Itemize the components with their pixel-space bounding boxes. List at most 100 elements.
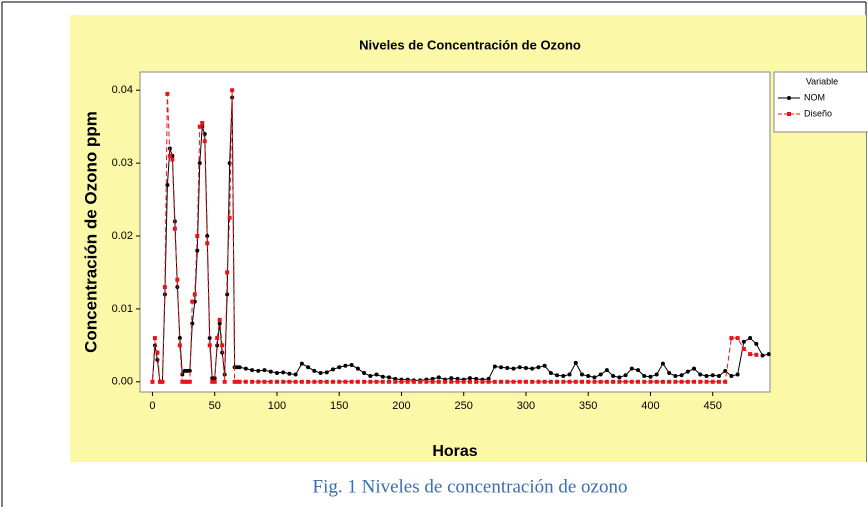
data-point (368, 379, 373, 384)
data-point (182, 379, 187, 384)
data-point (567, 379, 572, 384)
x-tick-label: 100 (268, 400, 286, 412)
data-point (511, 379, 516, 384)
y-tick-label: 0.02 (112, 230, 133, 242)
y-tick-label: 0.03 (112, 157, 133, 169)
data-point (324, 370, 329, 375)
data-point (604, 368, 609, 373)
data-point (467, 376, 472, 381)
data-point (517, 365, 522, 370)
data-point (355, 366, 360, 371)
x-tick-label: 300 (517, 400, 535, 412)
data-point (548, 371, 553, 376)
data-point (155, 350, 160, 355)
data-point (190, 299, 195, 304)
data-point (716, 373, 721, 378)
data-point (729, 336, 734, 341)
data-point (710, 373, 715, 378)
data-point (492, 364, 497, 369)
y-tick-label: 0.04 (112, 84, 133, 96)
legend-label: Diseño (804, 108, 832, 118)
data-point (227, 215, 232, 220)
data-point (330, 379, 335, 384)
data-point (217, 317, 222, 322)
data-point (172, 226, 177, 231)
data-point (617, 379, 622, 384)
data-point (157, 379, 162, 384)
data-point (461, 379, 466, 384)
data-point (673, 373, 678, 378)
data-point (287, 371, 292, 376)
data-point (230, 88, 235, 93)
data-point (741, 346, 746, 351)
data-point (177, 336, 182, 341)
data-point (492, 379, 497, 384)
data-point (324, 379, 329, 384)
x-tick-label: 150 (330, 400, 348, 412)
data-point (704, 373, 709, 378)
data-point (217, 321, 222, 326)
data-point (424, 379, 429, 384)
data-point (567, 372, 572, 377)
data-point (160, 379, 165, 384)
data-point (202, 139, 207, 144)
data-point (362, 371, 367, 376)
data-point (741, 339, 746, 344)
data-point (648, 379, 653, 384)
data-point (685, 379, 690, 384)
data-point (573, 379, 578, 384)
data-point (723, 379, 728, 384)
data-point (220, 343, 225, 348)
legend-title: Variable (806, 76, 838, 86)
data-point (399, 379, 404, 384)
data-point (511, 366, 516, 371)
data-point (660, 361, 665, 366)
data-point (474, 379, 479, 384)
data-point (729, 373, 734, 378)
data-point (636, 379, 641, 384)
data-point (555, 379, 560, 384)
data-point (667, 371, 672, 376)
data-point (281, 379, 286, 384)
data-point (629, 379, 634, 384)
data-point (185, 379, 190, 384)
data-point (436, 375, 441, 380)
data-point (766, 352, 771, 357)
data-point (698, 379, 703, 384)
data-point (287, 379, 292, 384)
data-point (716, 379, 721, 384)
data-point (222, 379, 227, 384)
data-point (152, 336, 157, 341)
data-point (150, 379, 155, 384)
data-point (337, 365, 342, 370)
data-point (212, 379, 217, 384)
data-point (262, 379, 267, 384)
x-tick-label: 50 (209, 400, 221, 412)
data-point (449, 379, 454, 384)
data-point (170, 157, 175, 162)
data-point (735, 372, 740, 377)
y-tick-label: 0.00 (112, 376, 133, 388)
data-point (197, 161, 202, 166)
data-point (598, 372, 603, 377)
data-point (542, 363, 547, 368)
data-point (604, 379, 609, 384)
data-point (455, 379, 460, 384)
data-point (418, 379, 423, 384)
data-point (536, 365, 541, 370)
legend-box (773, 71, 868, 133)
data-point (536, 379, 541, 384)
data-point (197, 124, 202, 129)
data-point (505, 379, 510, 384)
data-point (561, 373, 566, 378)
data-point (190, 321, 195, 326)
data-point (579, 379, 584, 384)
data-point (611, 379, 616, 384)
data-point (436, 379, 441, 384)
data-point (195, 234, 200, 239)
data-point (187, 379, 192, 384)
data-point (293, 379, 298, 384)
data-point (250, 368, 255, 373)
data-point (232, 379, 237, 384)
data-point (586, 379, 591, 384)
